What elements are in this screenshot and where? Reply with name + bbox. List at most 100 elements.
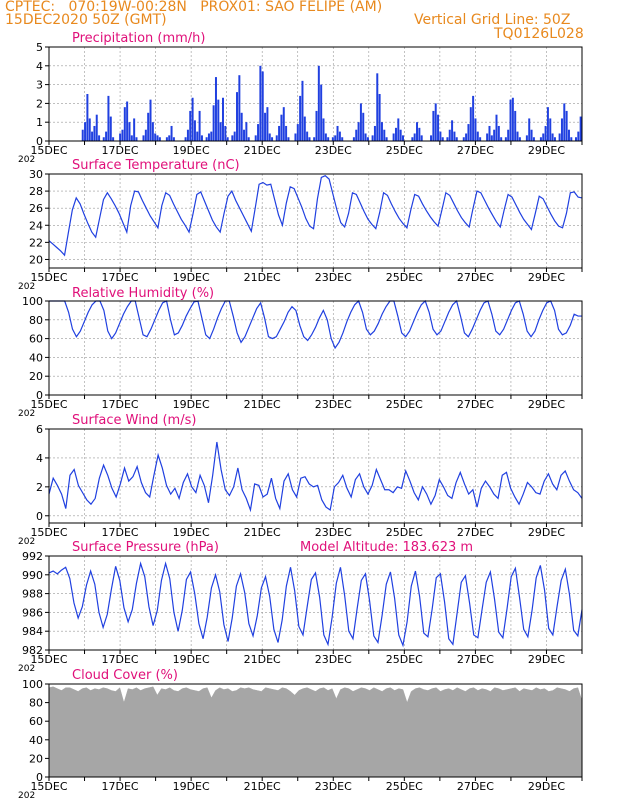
rh-ytick-label: 20 <box>29 370 43 383</box>
precip-bar <box>102 137 105 141</box>
precip-bar <box>147 112 150 141</box>
wind-xtick-label: 19DEC <box>173 526 210 539</box>
temp-xtick-label: 21DEC <box>244 271 281 284</box>
precip-bar <box>158 137 161 141</box>
rh-panel: Relative Humidity (%) 0 20 40 60 80 100 15DEC 17… <box>18 286 583 419</box>
precip-bar <box>528 118 531 141</box>
precip-bar <box>437 114 440 141</box>
cloud-ytick-label: 80 <box>29 697 43 710</box>
wind-ytick-label: 2 <box>36 481 43 494</box>
precip-bar <box>455 137 458 141</box>
precip-ytick-label: 2 <box>36 97 43 110</box>
precip-bar <box>418 127 421 141</box>
precip-bar <box>205 137 208 141</box>
precip-bar <box>467 124 470 141</box>
precip-bar <box>296 124 299 141</box>
precip-bar <box>511 97 514 141</box>
cloud-ytick-label: 20 <box>29 752 43 765</box>
precip-bar <box>261 71 264 141</box>
press-ytick-label: 986 <box>22 606 43 619</box>
precip-xtick-label: 15DEC <box>30 144 67 157</box>
precip-bar <box>560 118 563 141</box>
press-xtick-label: 29DEC <box>528 653 565 666</box>
precip-bar <box>371 135 374 141</box>
precip-bar <box>549 118 552 141</box>
precip-bar <box>91 131 94 141</box>
precip-bar <box>486 133 489 141</box>
precip-year-label: 202 <box>18 155 35 165</box>
precip-bar <box>574 137 577 141</box>
precip-bar <box>135 137 138 141</box>
rh-ytick-label: 0 <box>36 389 43 402</box>
precip-bar <box>413 133 416 141</box>
precip-bar <box>149 99 152 141</box>
precip-bar <box>432 110 435 141</box>
temp-panel: Surface Temperature (nC) 20 22 24 26 28 30 15DE… <box>18 158 583 292</box>
precip-bar <box>530 129 533 141</box>
precip-bar <box>525 135 528 141</box>
cloud-xtick-label: 21DEC <box>244 780 281 793</box>
cloud-area <box>48 686 583 778</box>
precip-bar <box>210 131 213 141</box>
temp-xtick-label: 17DEC <box>102 271 139 284</box>
precip-bar <box>380 122 383 141</box>
temp-ytick-label: 24 <box>29 219 43 232</box>
precip-ytick-label: 3 <box>36 79 43 92</box>
rh-ytick-label: 40 <box>29 351 43 364</box>
precip-bar <box>236 92 239 141</box>
precip-bar <box>364 133 367 141</box>
rh-xtick-label: 25DEC <box>386 398 423 411</box>
precip-bar <box>383 129 386 141</box>
precip-xtick-label: 17DEC <box>102 144 139 157</box>
wind-xtick-label: 21DEC <box>244 526 281 539</box>
cloud-frame <box>48 683 583 778</box>
precip-bar <box>577 131 580 141</box>
precip-bar <box>334 135 337 141</box>
temp-ytick-label: 26 <box>29 202 43 215</box>
press-xtick-label: 15DEC <box>30 653 67 666</box>
precip-bar <box>303 116 306 141</box>
precip-bar <box>88 118 91 141</box>
wind-ytick-label: 6 <box>36 423 43 436</box>
cloud-xtick-label: 27DEC <box>457 780 494 793</box>
precip-bar <box>514 110 517 141</box>
precip-bar <box>275 135 278 141</box>
precip-title: Precipitation (mm/h) <box>72 31 205 46</box>
header-datetime: 15DEC2020 50Z (GMT) <box>5 12 167 28</box>
press-xtick-label: 23DEC <box>315 653 352 666</box>
press-ytick-label: 988 <box>22 588 43 601</box>
cloud-ytick-label: 40 <box>29 734 43 747</box>
precip-bar <box>128 122 131 141</box>
precip-bar <box>397 118 400 141</box>
temp-xtick-label: 29DEC <box>528 271 565 284</box>
wind-line <box>48 441 583 513</box>
precip-bar <box>497 125 500 141</box>
precip-bar <box>465 133 468 141</box>
precip-bar <box>109 116 112 141</box>
precip-bar <box>165 137 168 141</box>
precip-bar <box>84 122 87 141</box>
precip-bar <box>376 73 379 141</box>
precip-bar <box>570 137 573 141</box>
cloud-xtick-label: 19DEC <box>173 780 210 793</box>
precip-bar <box>472 95 475 141</box>
precip-bar <box>373 125 376 141</box>
cloud-xtick-label: 29DEC <box>528 780 565 793</box>
precip-bar <box>362 112 365 141</box>
precip-bar <box>240 112 243 141</box>
precip-bar <box>539 137 542 141</box>
precip-bar <box>516 131 519 141</box>
precip-ytick-label: 1 <box>36 116 43 129</box>
precip-bar <box>287 137 290 141</box>
precip-bar <box>266 107 269 141</box>
temp-xtick-label: 25DEC <box>386 271 423 284</box>
precip-bar <box>231 135 234 141</box>
precip-bar <box>313 137 316 141</box>
press-xtick-label: 27DEC <box>457 653 494 666</box>
header-station: CPTEC: 070:19W-00:28N PROX01: SAO FELIPE… <box>5 0 383 15</box>
wind-year-label: 202 <box>18 537 35 547</box>
precip-bar <box>488 125 491 141</box>
precip-bar <box>154 133 157 141</box>
precip-bar <box>542 133 545 141</box>
